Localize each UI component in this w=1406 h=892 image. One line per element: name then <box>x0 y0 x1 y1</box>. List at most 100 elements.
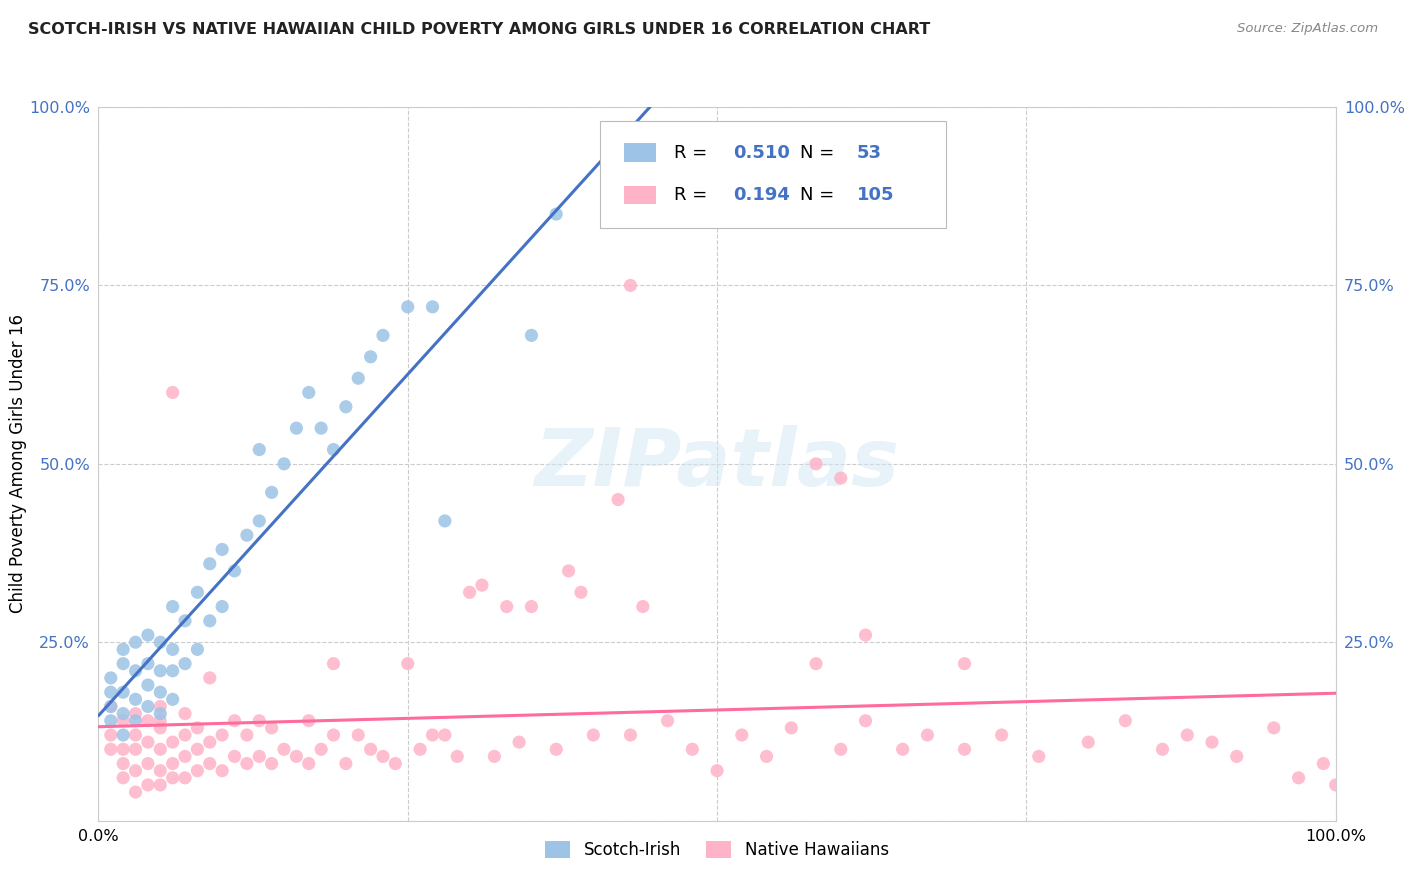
Point <box>681 742 703 756</box>
Point <box>198 557 221 571</box>
Point <box>631 599 654 614</box>
Point <box>422 300 444 314</box>
Point <box>162 735 184 749</box>
Point <box>247 749 270 764</box>
Text: 0.194: 0.194 <box>733 186 790 203</box>
Point <box>780 721 803 735</box>
Point <box>186 721 208 735</box>
Point <box>273 457 295 471</box>
Point <box>335 756 357 771</box>
Point <box>112 642 135 657</box>
Point <box>569 585 592 599</box>
FancyBboxPatch shape <box>599 121 946 228</box>
Point <box>260 485 283 500</box>
Point <box>384 756 406 771</box>
Point <box>211 599 233 614</box>
Point <box>174 657 197 671</box>
Point <box>100 671 122 685</box>
Point <box>136 714 159 728</box>
Text: 0.510: 0.510 <box>733 144 790 161</box>
Point <box>149 699 172 714</box>
Point <box>1201 735 1223 749</box>
Point <box>100 742 122 756</box>
Point <box>162 756 184 771</box>
Point <box>198 756 221 771</box>
Point <box>471 578 494 592</box>
Point <box>124 742 146 756</box>
Point <box>198 735 221 749</box>
Point <box>162 599 184 614</box>
Point <box>953 657 976 671</box>
Point <box>112 728 135 742</box>
Point <box>433 514 456 528</box>
Point <box>186 742 208 756</box>
Point <box>149 721 172 735</box>
Point <box>953 742 976 756</box>
Point <box>136 735 159 749</box>
Point <box>149 664 172 678</box>
Point <box>1226 749 1249 764</box>
Point <box>446 749 468 764</box>
Point <box>136 657 159 671</box>
Point <box>186 585 208 599</box>
Point <box>162 664 184 678</box>
Point <box>174 706 197 721</box>
Text: R =: R = <box>673 186 713 203</box>
Point <box>149 685 172 699</box>
Point <box>224 749 246 764</box>
Point <box>198 614 221 628</box>
Point <box>891 742 914 756</box>
Y-axis label: Child Poverty Among Girls Under 16: Child Poverty Among Girls Under 16 <box>8 314 27 614</box>
Point <box>298 714 321 728</box>
Point <box>162 692 184 706</box>
Text: ZIPatlas: ZIPatlas <box>534 425 900 503</box>
Point <box>298 756 321 771</box>
Point <box>224 564 246 578</box>
Point <box>260 756 283 771</box>
Point <box>830 471 852 485</box>
Point <box>484 749 506 764</box>
Point <box>100 699 122 714</box>
Point <box>335 400 357 414</box>
Point <box>124 692 146 706</box>
Point <box>100 685 122 699</box>
Point <box>309 421 332 435</box>
Point <box>136 678 159 692</box>
Point <box>285 421 308 435</box>
Point <box>422 728 444 742</box>
Point <box>657 714 679 728</box>
Point <box>211 542 233 557</box>
Point <box>136 778 159 792</box>
Point <box>1152 742 1174 756</box>
Point <box>198 671 221 685</box>
Point <box>731 728 754 742</box>
Point <box>162 385 184 400</box>
Point <box>495 599 517 614</box>
Text: Source: ZipAtlas.com: Source: ZipAtlas.com <box>1237 22 1378 36</box>
Point <box>520 599 543 614</box>
Point <box>273 742 295 756</box>
Point <box>174 614 197 628</box>
Point <box>149 635 172 649</box>
Point <box>100 714 122 728</box>
Point <box>458 585 481 599</box>
Point <box>112 706 135 721</box>
Point <box>124 714 146 728</box>
Point <box>546 207 568 221</box>
Point <box>855 628 877 642</box>
Point <box>174 749 197 764</box>
Point <box>211 728 233 742</box>
Point <box>582 728 605 742</box>
Point <box>149 764 172 778</box>
Point <box>124 785 146 799</box>
Point <box>1077 735 1099 749</box>
Point <box>347 371 370 385</box>
Point <box>112 742 135 756</box>
Point <box>804 657 827 671</box>
Text: R =: R = <box>673 144 713 161</box>
Point <box>298 385 321 400</box>
Point <box>619 278 641 293</box>
Point <box>136 628 159 642</box>
Point <box>1263 721 1285 735</box>
Point <box>1324 778 1347 792</box>
